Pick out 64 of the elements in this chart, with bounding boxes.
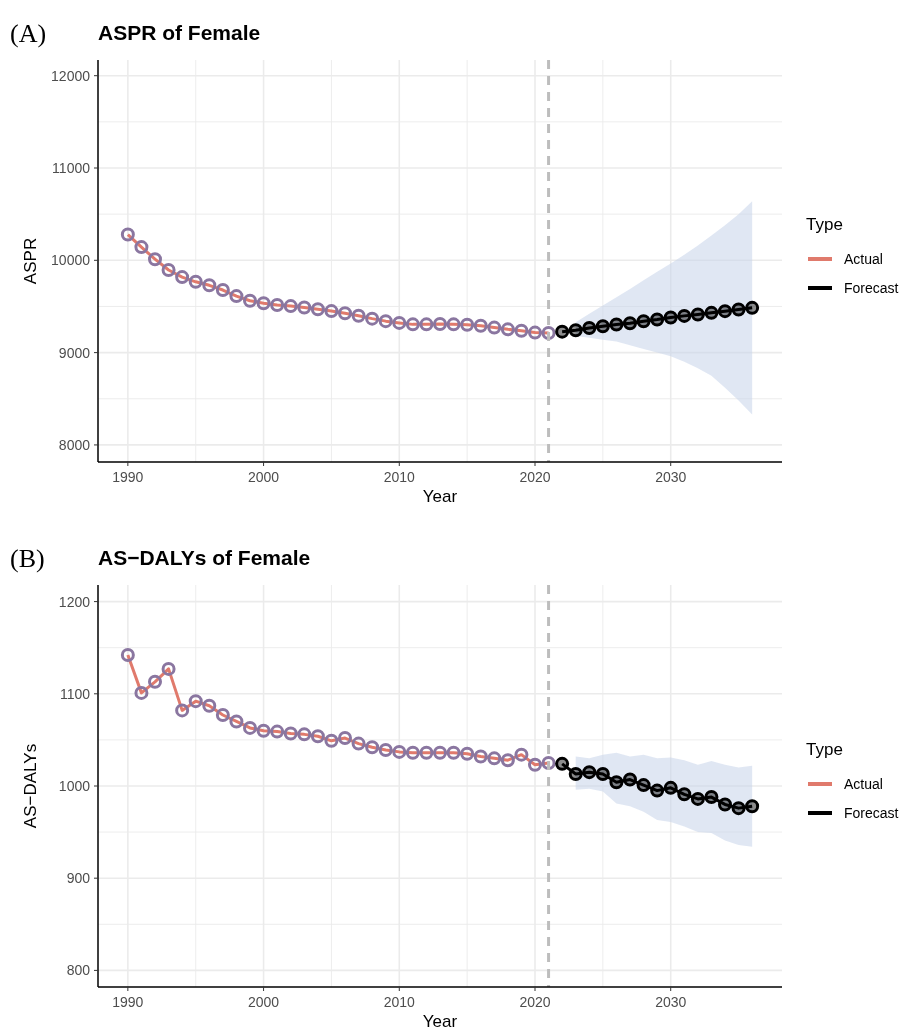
point [623, 316, 637, 331]
y-tick-label: 12000 [51, 67, 91, 84]
point [595, 767, 610, 782]
chart-title: AS−DALYs of Female [98, 546, 311, 569]
point [745, 799, 760, 814]
x-tick-label: 2010 [383, 469, 416, 485]
text: (A) [10, 19, 47, 48]
point [650, 783, 665, 798]
y-tick-label: 10000 [51, 252, 91, 269]
legend-title: Type [806, 740, 843, 759]
point [731, 801, 746, 816]
legend-title: Type [806, 215, 843, 234]
x-axis-title: Year [422, 487, 458, 506]
point [595, 319, 610, 334]
y-tick-label: 1200 [58, 593, 91, 610]
point [704, 305, 719, 320]
point [663, 780, 678, 795]
y-tick-label: 8000 [58, 436, 91, 453]
legend-label: Actual [844, 251, 883, 267]
legend-label: Forecast [844, 805, 899, 821]
x-tick-label: 2000 [247, 994, 280, 1010]
point [636, 778, 651, 793]
point [677, 308, 692, 323]
point [636, 314, 651, 329]
x-tick-label: 2010 [383, 994, 416, 1010]
point [690, 307, 705, 322]
point [555, 756, 570, 771]
point [731, 302, 746, 317]
point [663, 310, 678, 325]
point [718, 304, 732, 319]
x-tick-label: 1990 [112, 994, 144, 1010]
point [582, 765, 597, 780]
y-tick-label: 1100 [59, 685, 91, 702]
point [609, 775, 624, 790]
x-tick-label: 2000 [247, 469, 280, 485]
legend-label: Actual [844, 776, 883, 792]
point [677, 787, 692, 802]
x-tick-label: 2020 [519, 469, 551, 485]
point [609, 317, 624, 332]
y-tick-label: 900 [66, 870, 91, 887]
point [745, 300, 760, 315]
point [555, 324, 570, 339]
point [582, 320, 597, 335]
point [704, 790, 719, 805]
legend-label: Forecast [844, 280, 899, 296]
y-tick-label: 11000 [52, 160, 91, 176]
x-axis-title: Year [422, 1012, 458, 1031]
x-tick-label: 2030 [655, 469, 687, 485]
y-tick-label: 9000 [58, 344, 91, 361]
y-tick-label: 800 [66, 962, 91, 979]
text: (B) [10, 544, 45, 573]
y-tick-label: 1000 [58, 778, 91, 794]
point [568, 323, 583, 338]
point [650, 312, 665, 327]
x-tick-label: 2020 [519, 994, 551, 1010]
point [568, 767, 583, 782]
y-axis-title: ASPR [21, 237, 40, 285]
point [623, 772, 637, 787]
chart-title: ASPR of Female [98, 21, 261, 44]
x-tick-label: 1990 [112, 469, 144, 485]
point [690, 791, 705, 806]
y-axis-title: AS−DALYs [21, 743, 40, 829]
x-tick-label: 2030 [655, 994, 687, 1010]
point [718, 797, 732, 812]
